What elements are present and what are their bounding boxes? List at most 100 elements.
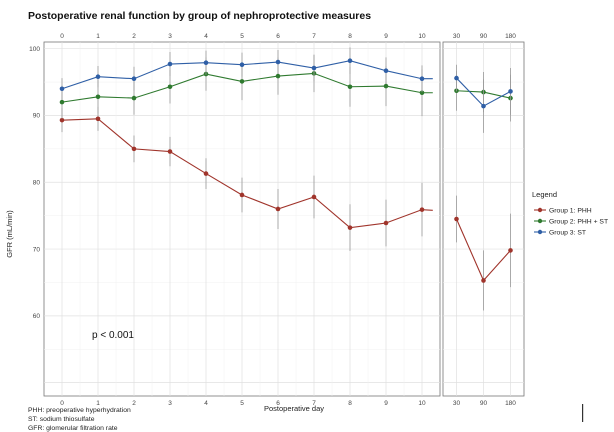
data-point xyxy=(481,103,486,109)
series-line xyxy=(61,60,433,90)
x-tick-label-top: 0 xyxy=(60,33,64,40)
x-tick-label-top: 180 xyxy=(505,33,516,40)
data-point xyxy=(167,61,173,67)
data-point xyxy=(275,59,281,65)
x-tick-label-top: 30 xyxy=(453,33,461,40)
legend-label: Group 1: PHH xyxy=(549,207,592,214)
footnotes: PHH: preoperative hyperhydration ST: sod… xyxy=(28,407,131,432)
data-point xyxy=(239,79,245,84)
data-point xyxy=(347,84,353,90)
x-tick-label-top: 1 xyxy=(96,33,100,40)
data-point xyxy=(275,73,281,79)
data-point xyxy=(347,225,353,230)
data-point xyxy=(239,62,245,68)
series-1 xyxy=(59,106,513,311)
x-tick-label-bottom: 1 xyxy=(96,400,100,407)
data-point xyxy=(203,60,209,66)
x-tick-label-bottom: 3 xyxy=(168,400,172,407)
legend-swatch-marker xyxy=(537,229,543,235)
data-point xyxy=(383,220,389,226)
data-point xyxy=(454,75,459,81)
footnote-phh: PHH: preoperative hyperhydration xyxy=(28,407,131,414)
data-point xyxy=(311,65,317,71)
data-point xyxy=(275,206,281,212)
data-point xyxy=(59,117,65,123)
data-point xyxy=(167,84,173,90)
x-tick-label-bottom: 10 xyxy=(418,400,426,407)
legend-swatch-marker xyxy=(537,218,543,224)
x-tick-label-top: 6 xyxy=(276,33,280,40)
y-axis-label: GFR (mL/min) xyxy=(5,210,14,258)
data-point xyxy=(95,116,101,122)
chart-title: Postoperative renal function by group of… xyxy=(28,10,371,22)
legend-title: Legend xyxy=(532,190,557,199)
x-tick-label-bottom: 90 xyxy=(480,400,488,407)
data-point xyxy=(203,171,209,176)
page-marker xyxy=(582,404,584,422)
x-tick-label-top: 90 xyxy=(480,33,488,40)
data-point xyxy=(347,58,353,64)
legend-label: Group 3: ST xyxy=(549,229,586,236)
data-point xyxy=(239,192,245,198)
x-tick-label-bottom: 8 xyxy=(348,400,352,407)
legend-label: Group 2: PHH + ST xyxy=(549,218,608,225)
data-point xyxy=(131,76,137,82)
series-layer xyxy=(59,47,513,311)
data-point xyxy=(508,89,513,94)
legend-swatch-marker xyxy=(537,207,543,213)
data-point xyxy=(95,74,101,80)
x-tick-label-top: 5 xyxy=(240,33,244,40)
data-point xyxy=(454,216,459,222)
x-tick-label-bottom: 9 xyxy=(384,400,388,407)
plot-panels xyxy=(43,41,525,397)
data-point xyxy=(419,90,425,96)
p-value-annotation: p < 0.001 xyxy=(92,330,134,341)
x-tick-label-top: 4 xyxy=(204,33,208,40)
x-tick-label-bottom: 6 xyxy=(276,400,280,407)
x-tick-label-bottom: 0 xyxy=(60,400,64,407)
series-line xyxy=(61,72,433,103)
data-point xyxy=(383,83,389,89)
y-tick-label: 70 xyxy=(33,246,41,253)
x-tick-label-bottom: 5 xyxy=(240,400,244,407)
x-tick-label-top: 10 xyxy=(418,33,426,40)
legend-item-2: Group 2: PHH + ST xyxy=(534,218,608,225)
tick-labels: 60 70 80 90 100 0 0 1 1 2 2 3 3 4 4 5 5 6 6 7 7 8 8 9 9 10 10 30 30 9… xyxy=(29,33,516,407)
data-point xyxy=(59,99,65,105)
x-tick-label-bottom: 2 xyxy=(132,400,136,407)
legend-item-3: Group 3: ST xyxy=(534,229,586,236)
legend-items: Group 1: PHH Group 2: PHH + ST Group 3: ST xyxy=(534,207,608,236)
data-point xyxy=(508,248,513,253)
data-point xyxy=(419,207,425,212)
x-tick-label-top: 2 xyxy=(132,33,136,40)
data-point xyxy=(131,146,137,152)
x-axis-label: Postoperative day xyxy=(264,404,324,413)
x-tick-label-top: 9 xyxy=(384,33,388,40)
data-point xyxy=(167,149,173,154)
data-point xyxy=(311,194,317,200)
y-tick-label: 60 xyxy=(33,313,41,320)
series-line xyxy=(61,118,433,229)
data-point xyxy=(131,95,137,101)
footnote-gfr: GFR: glomerular filtration rate xyxy=(28,425,118,432)
x-tick-label-bottom: 4 xyxy=(204,400,208,407)
data-point xyxy=(95,94,101,100)
data-point xyxy=(383,68,389,74)
y-tick-label: 100 xyxy=(29,46,40,53)
x-tick-label-bottom: 180 xyxy=(505,400,516,407)
y-tick-label: 80 xyxy=(33,179,41,186)
x-tick-label-top: 7 xyxy=(312,33,316,40)
x-tick-label-top: 3 xyxy=(168,33,172,40)
data-point xyxy=(419,76,425,82)
data-point xyxy=(59,86,65,92)
data-point xyxy=(481,278,486,283)
x-tick-label-bottom: 30 xyxy=(453,400,461,407)
series-3 xyxy=(59,47,513,133)
x-tick-label-bottom: 7 xyxy=(312,400,316,407)
y-tick-label: 90 xyxy=(33,113,41,120)
legend-item-1: Group 1: PHH xyxy=(534,207,592,214)
x-tick-label-top: 8 xyxy=(348,33,352,40)
footnote-st: ST: sodium thiosulfate xyxy=(28,416,95,423)
